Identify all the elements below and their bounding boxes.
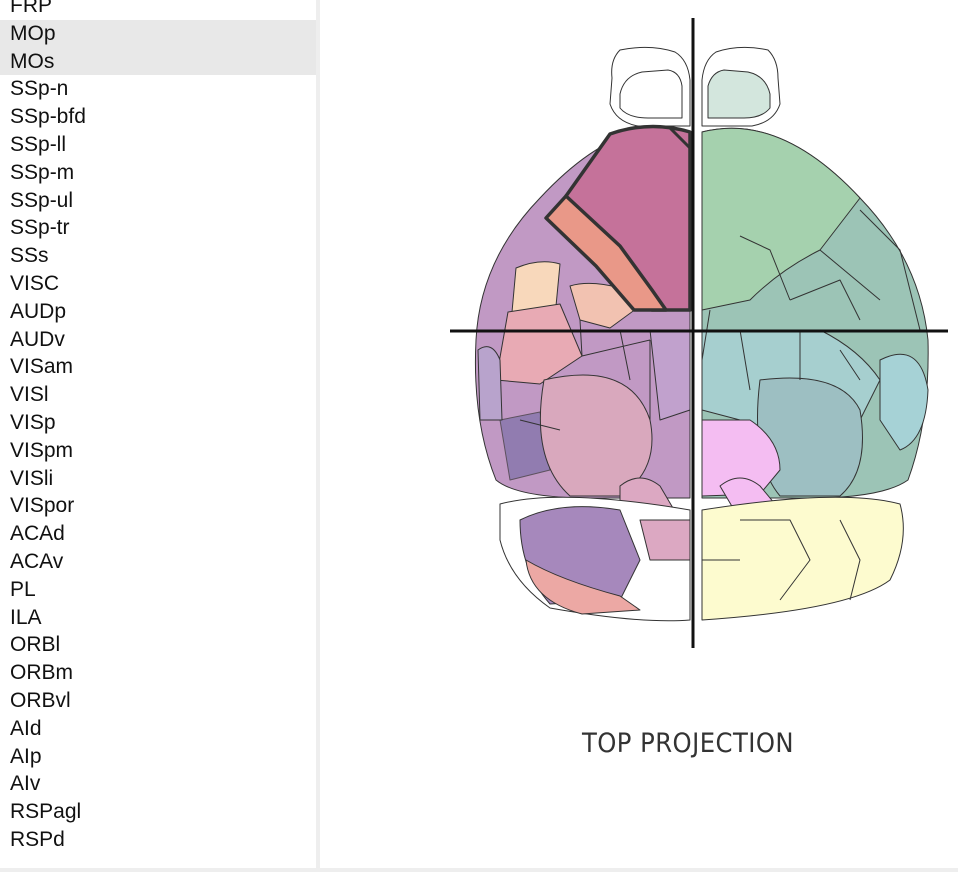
region-label: RSPagl: [10, 800, 82, 824]
region-item-acad[interactable]: ACAd: [0, 520, 316, 548]
region-label: AIv: [10, 772, 41, 796]
region-label: SSp-n: [10, 77, 69, 101]
region-item-aiv[interactable]: AIv: [0, 770, 316, 798]
region-item-vispm[interactable]: VISpm: [0, 437, 316, 465]
region-item-aid[interactable]: AId: [0, 715, 316, 743]
region-label: FRP: [10, 0, 52, 17]
region-item-orbvl[interactable]: ORBvl: [0, 687, 316, 715]
mop-region[interactable]: [544, 194, 668, 312]
region-label: RSPd: [10, 827, 65, 851]
region-label: ORBvl: [10, 688, 71, 712]
region-label: SSp-ul: [10, 188, 74, 212]
region-item-ila[interactable]: ILA: [0, 604, 316, 632]
region-item-orbl[interactable]: ORBl: [0, 631, 316, 659]
region-label: AUDv: [10, 327, 65, 351]
region-item-visl[interactable]: VISl: [0, 381, 316, 409]
region-label: ORBm: [10, 661, 73, 685]
right-hemisphere[interactable]: [701, 127, 929, 499]
region-label: VISpor: [10, 494, 75, 518]
cerebellum[interactable]: [499, 496, 904, 622]
region-label: ILA: [10, 605, 42, 629]
region-label: VISC: [10, 271, 60, 295]
projection-title: TOP PROJECTION: [581, 728, 795, 759]
region-item-ssp-m[interactable]: SSp-m: [0, 159, 316, 187]
region-item-orbm[interactable]: ORBm: [0, 659, 316, 687]
brain-viewer[interactable]: TOP PROJECTION: [320, 0, 958, 868]
region-item-ssp-ul[interactable]: SSp-ul: [0, 187, 316, 215]
region-label: SSp-ll: [10, 132, 67, 156]
region-label: AUDp: [10, 299, 67, 323]
region-label: VISp: [10, 410, 56, 434]
region-label: VISpm: [10, 438, 74, 462]
region-label: MOp: [10, 21, 56, 45]
region-item-ssp-bfd[interactable]: SSp-bfd: [0, 103, 316, 131]
region-item-visp[interactable]: VISp: [0, 409, 316, 437]
region-item-audv[interactable]: AUDv: [0, 326, 316, 354]
region-item-audp[interactable]: AUDp: [0, 298, 316, 326]
region-item-mop[interactable]: MOp: [0, 19, 316, 48]
region-item-acav[interactable]: ACAv: [0, 548, 316, 576]
region-label: VISl: [10, 383, 49, 407]
region-label: SSp-bfd: [10, 105, 86, 129]
region-item-vispor[interactable]: VISpor: [0, 492, 316, 520]
region-sidebar[interactable]: FRP MOp MOs SSp-n SSp-bfd SSp-ll SSp-m S…: [0, 0, 320, 872]
region-label: MOs: [10, 49, 55, 73]
region-label: SSp-tr: [10, 216, 70, 240]
region-label: SSp-m: [10, 160, 75, 184]
region-item-ssp-ll[interactable]: SSp-ll: [0, 131, 316, 159]
region-item-ssp-n[interactable]: SSp-n: [0, 75, 316, 103]
region-item-ssp-tr[interactable]: SSp-tr: [0, 214, 316, 242]
region-item-visam[interactable]: VISam: [0, 353, 316, 381]
region-label: VISam: [10, 355, 74, 379]
region-item-mos[interactable]: MOs: [0, 47, 316, 76]
olfactory-bulb-left[interactable]: [609, 46, 691, 127]
region-item-pl[interactable]: PL: [0, 576, 316, 604]
region-label: VISli: [10, 466, 54, 490]
region-item-rspagl[interactable]: RSPagl: [0, 798, 316, 826]
bottom-divider: [0, 868, 958, 872]
region-label: ACAd: [10, 522, 65, 546]
region-label: ACAv: [10, 549, 64, 573]
region-label: PL: [10, 577, 36, 601]
brain-top-projection[interactable]: [320, 0, 958, 700]
region-label: AId: [10, 716, 42, 740]
region-item-visli[interactable]: VISli: [0, 465, 316, 493]
region-item-aip[interactable]: AIp: [0, 743, 316, 771]
region-label: ORBl: [10, 633, 61, 657]
region-label: AIp: [10, 744, 42, 768]
region-item-frp[interactable]: FRP: [0, 0, 316, 20]
region-list: FRP MOp MOs SSp-n SSp-bfd SSp-ll SSp-m S…: [0, 0, 316, 854]
region-label: SSs: [10, 244, 49, 268]
region-item-visc[interactable]: VISC: [0, 270, 316, 298]
olfactory-bulb-right[interactable]: [701, 46, 781, 127]
region-item-rspd[interactable]: RSPd: [0, 826, 316, 854]
region-item-sss[interactable]: SSs: [0, 242, 316, 270]
